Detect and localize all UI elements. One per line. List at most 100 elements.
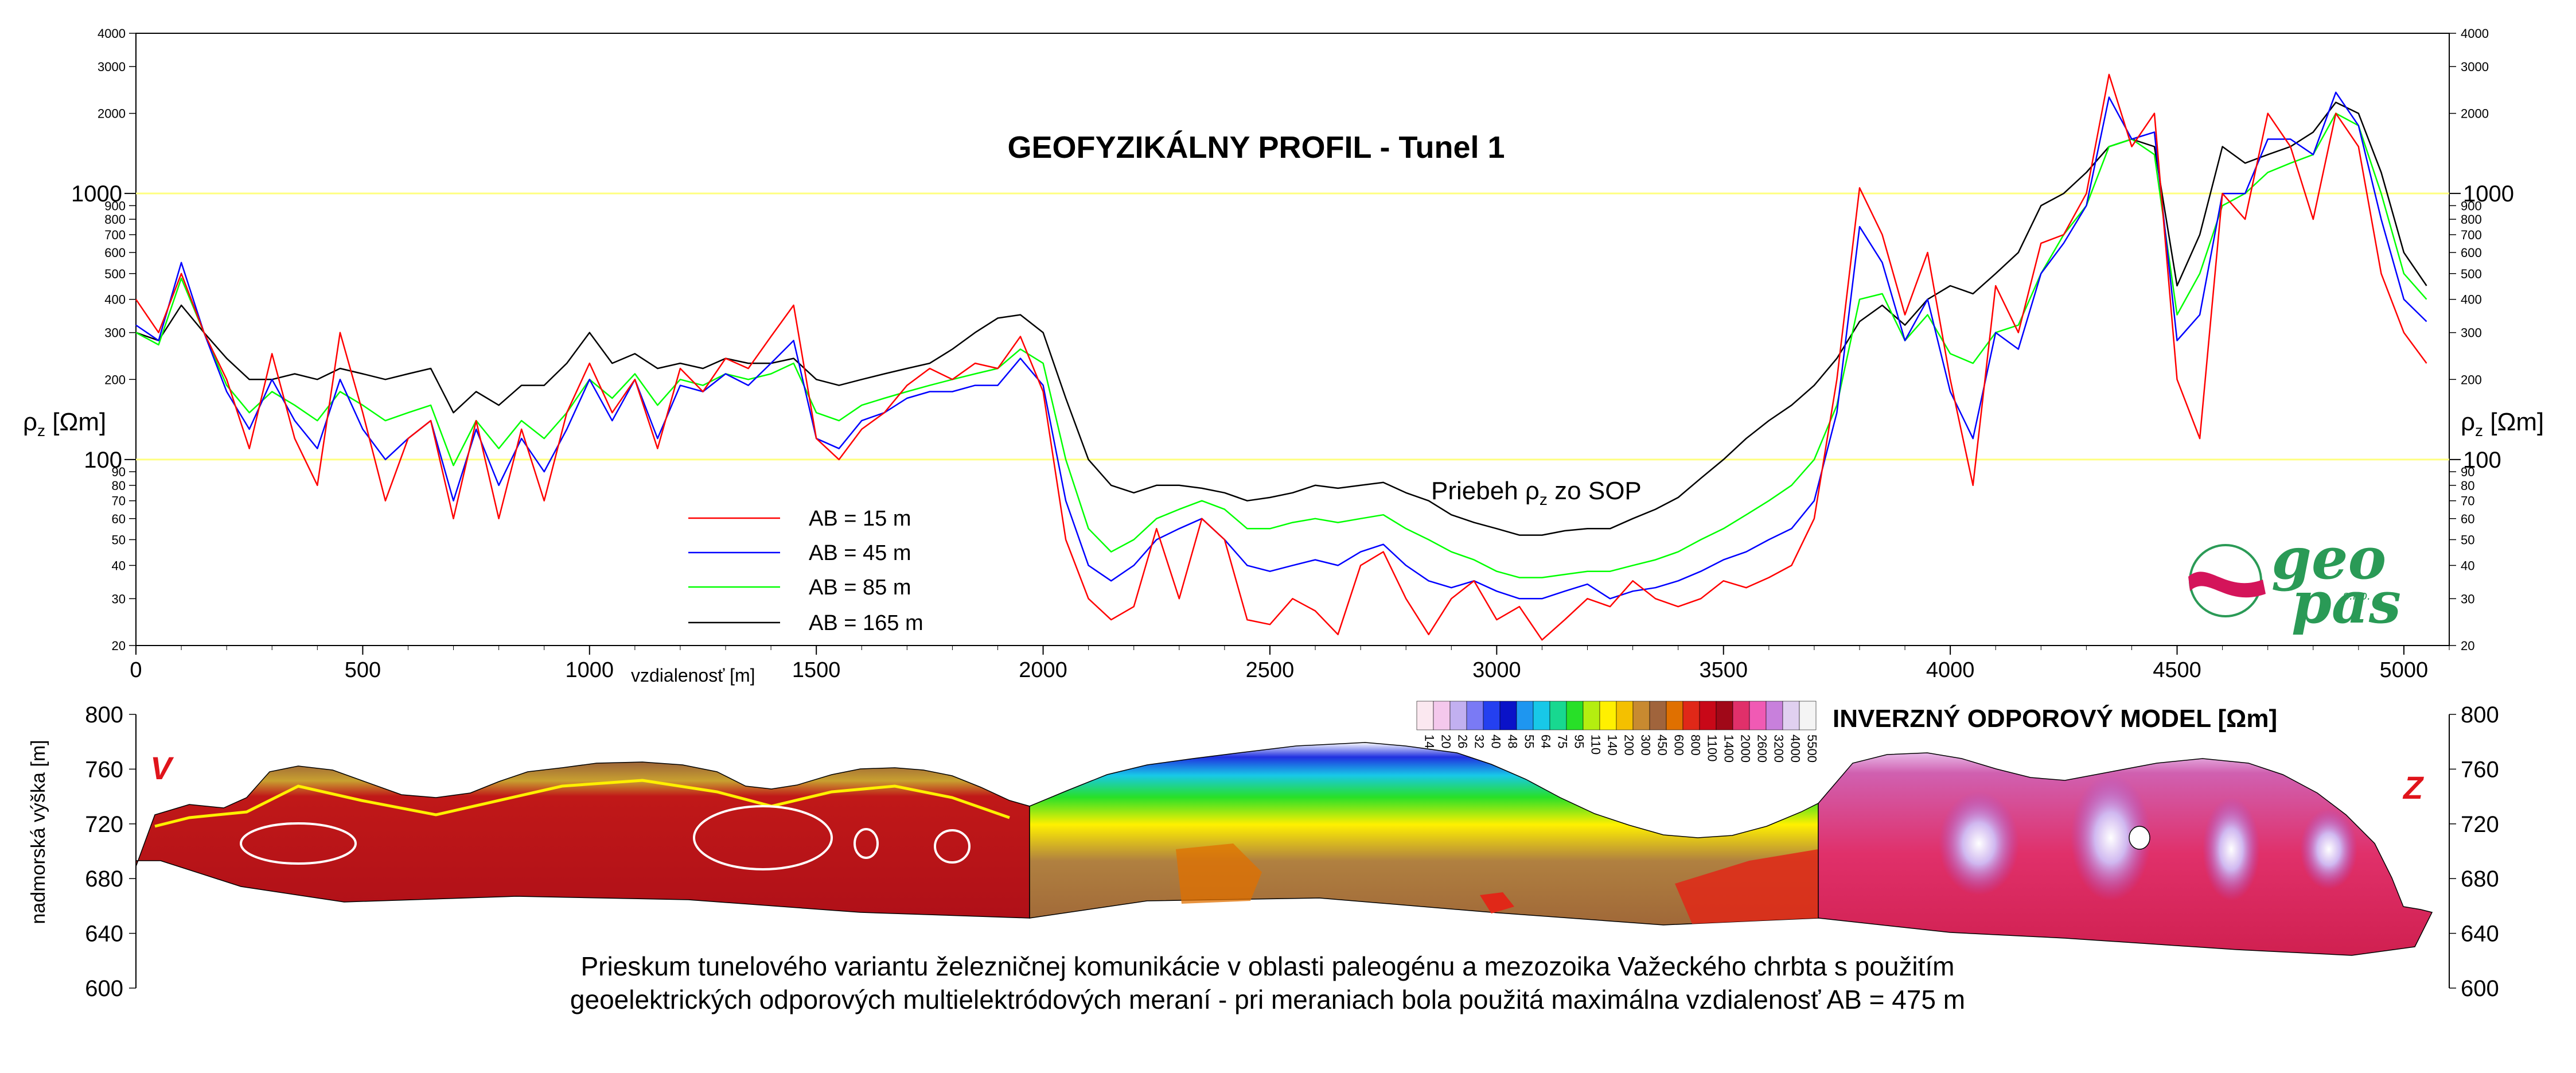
colorbar-label: 55	[1522, 734, 1537, 748]
y-tick-label-right: 700	[2461, 228, 2482, 242]
x-tick-label: 3500	[1699, 658, 1748, 682]
y-tick-label-right: 600	[2461, 246, 2482, 260]
y-tick-label-left: 70	[112, 494, 126, 508]
y-axis-label-left: ρz [Ωm]	[23, 408, 106, 440]
geopas-logo: geo s.r.o. pas	[2188, 524, 2401, 636]
y-tick-label-left: 2000	[98, 107, 126, 121]
y-tick-label-right: 300	[2461, 326, 2482, 340]
colorbar-label: 95	[1572, 734, 1587, 748]
flysch-white-zone-1	[240, 822, 357, 865]
x-axis-label: vzdialenosť [m]	[631, 665, 755, 686]
model-y-label-left: 680	[85, 866, 123, 892]
x-tick-label: 0	[130, 658, 142, 682]
y-major-label-left: 100	[84, 448, 122, 473]
colorbar-label: 32	[1472, 734, 1487, 748]
model-y-label-left: 800	[85, 702, 123, 728]
x-tick-label: 2000	[1019, 658, 1067, 682]
colorbar-cell	[1433, 701, 1451, 730]
colorbar-cell	[1666, 701, 1683, 730]
x-tick-label: 3000	[1472, 658, 1521, 682]
model-y-label: nadmorská výška [m]	[28, 740, 49, 924]
y-tick-label-left: 90	[112, 465, 126, 479]
logo-swoosh	[2188, 572, 2266, 598]
y-tick-label-left: 4000	[98, 26, 126, 41]
y-tick-label-left: 900	[104, 199, 126, 213]
flysch-upper-band	[154, 779, 1010, 828]
series-line-15m	[135, 73, 2427, 641]
y-tick-label-left: 500	[104, 267, 126, 281]
model-y-label-left: 720	[85, 812, 123, 837]
mesozoic-white-core	[2129, 826, 2150, 850]
colorbar-label: 48	[1506, 734, 1520, 748]
colorbar-label: 5500	[1805, 734, 1819, 763]
colorbar-label: 40	[1489, 734, 1503, 748]
colorbar-label: 26	[1456, 734, 1470, 748]
y-tick-label-right: 200	[2461, 372, 2482, 387]
plot-frame	[135, 33, 2450, 646]
y-major-label-right: 100	[2463, 448, 2501, 473]
colorbar-cell	[1649, 701, 1667, 730]
central-red-flank	[1675, 849, 1818, 924]
logo-text-geo: geo	[2271, 524, 2386, 592]
colorbar-cell	[1533, 701, 1550, 730]
y-tick-label-right: 3000	[2461, 60, 2489, 74]
colorbar-cell	[1799, 701, 1817, 730]
series-line-85m	[135, 112, 2427, 578]
legend-label-15: AB = 15 m	[809, 507, 911, 531]
y-tick-label-right: 400	[2461, 293, 2482, 307]
model-y-label-right: 600	[2461, 976, 2499, 1001]
mesozoic-violet-zone-4	[2300, 809, 2357, 889]
y-tick-label-left: 800	[104, 212, 126, 227]
x-tick-label: 4500	[2153, 658, 2201, 682]
colorbar-cell	[1682, 701, 1700, 730]
legend-label-45: AB = 45 m	[809, 541, 911, 565]
y-tick-label-right: 50	[2461, 532, 2474, 547]
y-tick-label-right: 40	[2461, 558, 2474, 573]
flysch-white-zone-4	[934, 829, 971, 864]
caption-line-2: geoelektrických odporových multielektród…	[570, 985, 1965, 1014]
model-section	[135, 742, 2433, 956]
colorbar-cell	[1732, 701, 1750, 730]
colorbar-cell	[1749, 701, 1767, 730]
left-end-label: V	[150, 750, 174, 786]
y-tick-label-right: 500	[2461, 267, 2482, 281]
model-y-label-left: 600	[85, 976, 123, 1001]
colorbar-cell	[1782, 701, 1800, 730]
logo-text-pas: pas	[2291, 569, 2401, 636]
x-tick-label: 1000	[566, 658, 614, 682]
colorbar-label: 2000	[1739, 734, 1753, 763]
y-major-label-right: 1000	[2463, 181, 2514, 207]
y-tick-label-left: 300	[104, 326, 126, 340]
legend-label-85: AB = 85 m	[809, 576, 911, 600]
chart-title: GEOFYZIKÁLNY PROFIL - Tunel 1	[1007, 130, 1505, 165]
colorbar-label: 800	[1689, 734, 1703, 756]
series-lines	[135, 73, 2427, 641]
y-tick-label-right: 70	[2461, 494, 2474, 508]
x-axis: 0 500 1000 1500 2000 2500 3000 3500 4000 4500 5000	[130, 646, 2450, 682]
colorbar-label: 64	[1539, 734, 1553, 748]
colorbar-cell	[1566, 701, 1584, 730]
y-tick-label-left: 40	[112, 558, 126, 573]
x-tick-label: 5000	[2380, 658, 2429, 682]
colorbar-cell	[1449, 701, 1467, 730]
y-tick-label-left: 20	[112, 639, 126, 653]
right-end-label: Z	[2402, 769, 2424, 806]
colorbar-label: 140	[1605, 734, 1620, 756]
colorbar-label: 450	[1655, 734, 1670, 756]
x-tick-label: 2500	[1246, 658, 1295, 682]
series-line-165m	[135, 102, 2427, 536]
colorbar-label: 2600	[1755, 734, 1770, 763]
y-tick-label-right: 80	[2461, 479, 2474, 493]
colorbar-label: 600	[1672, 734, 1686, 756]
y-tick-label-left: 80	[112, 479, 126, 493]
flysch-white-zone-2	[693, 805, 833, 870]
colorbar-cell	[1632, 701, 1650, 730]
colorbar-label: 3200	[1772, 734, 1786, 763]
colorbar-cell	[1699, 701, 1717, 730]
colorbar: 14 20 26 32 40 48 55 64 75 95 110 140 200 300 450 600 80…	[1416, 701, 2277, 763]
resistivity-chart: 2030405060708090200300400500600700800900…	[23, 26, 2544, 686]
y-tick-label-right: 60	[2461, 512, 2474, 526]
x-tick-label: 4000	[1926, 658, 1975, 682]
legend: AB = 15 m AB = 45 m AB = 85 m AB = 165 m	[688, 507, 923, 635]
